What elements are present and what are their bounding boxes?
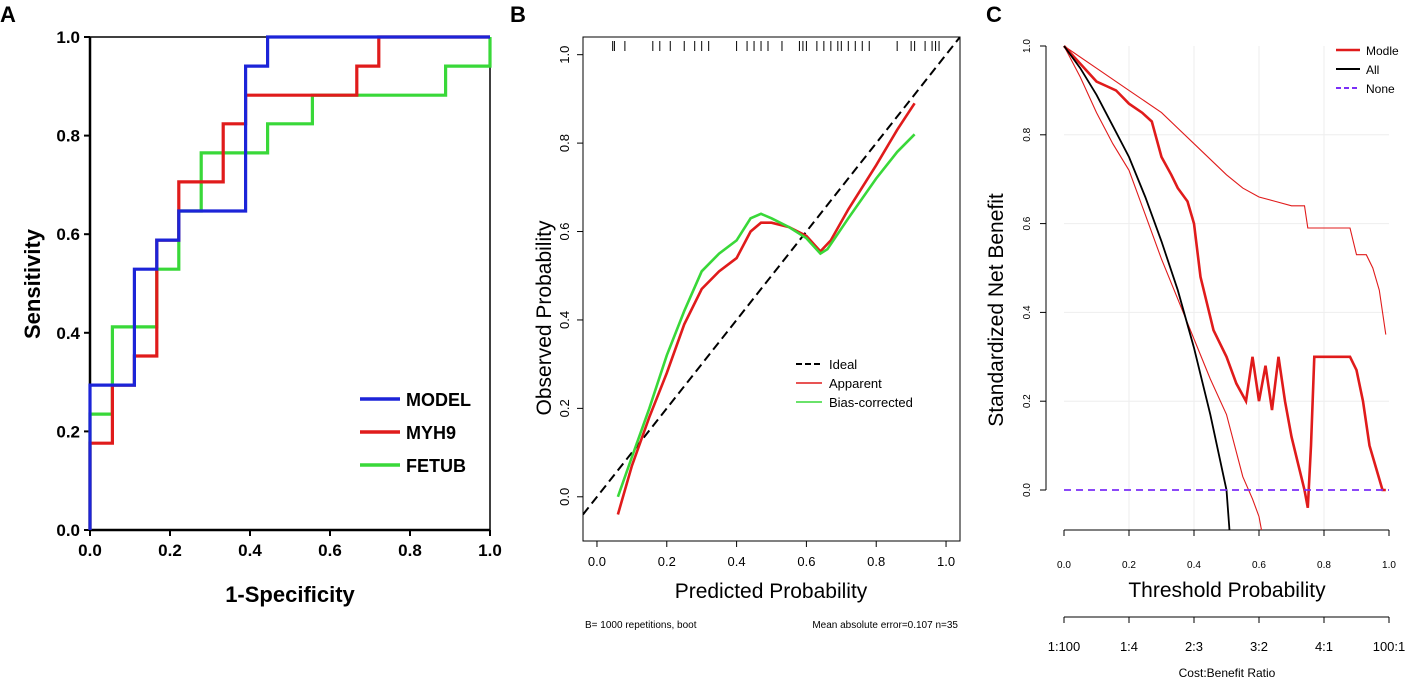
- panel-b-x-tick-label: 0.4: [728, 554, 746, 569]
- panel-b-x-tick-label: 0.0: [588, 554, 606, 569]
- panel-b-series-apparent: [616, 102, 916, 515]
- panel-a-y-tick-label: 0.8: [56, 127, 80, 146]
- panel-c-y-tick-label: 0.0: [1022, 483, 1033, 497]
- panel-label-a: A: [0, 2, 16, 27]
- panel-c-cost-benefit-tick-label: 1:100: [1048, 639, 1081, 654]
- panel-c-series-modle: [1063, 45, 1386, 509]
- panel-b-legend-label-apparent: Apparent: [829, 376, 882, 391]
- panel-c-y-tick-label: 0.6: [1022, 216, 1033, 230]
- panel-a-roc-chart: 0.0 0.2 0.4 0.6 0.8 1.0 0.0 0.2 0.4 0.6 0.8 1.0 1-S…: [20, 28, 502, 607]
- panel-b-legend-label-bias-corrected: Bias-corrected: [829, 395, 913, 410]
- panel-c-cost-benefit-tick-label: 100:1: [1373, 639, 1406, 654]
- panel-c-x-label: Threshold Probability: [1128, 579, 1326, 602]
- panel-a-x-tick-label: 0.2: [158, 541, 182, 560]
- panel-b-footnote-left: B= 1000 repetitions, boot: [585, 620, 697, 631]
- panel-b-series-ideal: [583, 37, 960, 516]
- panel-a-legend-label-model: MODEL: [406, 390, 471, 410]
- panel-c-x-tick-label: 0.0: [1057, 560, 1071, 571]
- panel-a-x-tick-label: 0.8: [398, 541, 422, 560]
- panel-c-cost-benefit-label: Cost:Benefit Ratio: [1179, 666, 1276, 680]
- panel-b-y-tick-label: 1.0: [557, 46, 572, 64]
- panel-a-x-label: 1-Specificity: [225, 582, 355, 607]
- panel-a-x-tick-label: 1.0: [478, 541, 502, 560]
- panel-b-y-label: Observed Probability: [533, 220, 556, 415]
- panel-c-x-tick-label: 1.0: [1382, 560, 1396, 571]
- panel-a-legend-label-myh9: MYH9: [406, 423, 456, 443]
- panel-c-y-tick-label: 1.0: [1022, 39, 1033, 53]
- panel-c-x-tick-label: 0.6: [1252, 560, 1266, 571]
- panel-b-y-tick-label: 0.2: [557, 399, 572, 417]
- panel-a-x-tick-label: 0.4: [238, 541, 262, 560]
- panel-a-series-fetub: [88, 37, 492, 530]
- panel-c-cost-benefit-tick-label: 2:3: [1185, 639, 1203, 654]
- panel-label-c: C: [986, 2, 1002, 27]
- panel-a-series-model: [88, 35, 490, 530]
- panel-a-y-tick-label: 1.0: [56, 28, 80, 47]
- panel-label-b: B: [510, 2, 526, 27]
- panel-b-x-tick-label: 1.0: [937, 554, 955, 569]
- panel-c-x-tick-label: 0.2: [1122, 560, 1136, 571]
- panel-b-legend-label-ideal: Ideal: [829, 357, 857, 372]
- panel-c-series-all: [1063, 45, 1231, 530]
- panel-c-y-tick-label: 0.8: [1022, 127, 1033, 141]
- panel-b-y-tick-label: 0.0: [557, 488, 572, 506]
- panel-c-x-tick-label: 0.4: [1187, 560, 1201, 571]
- panel-b-footnote-right: Mean absolute error=0.107 n=35: [812, 620, 958, 631]
- panel-c-decision-curve-chart: 0.0 0.2 0.4 0.6 0.8 1.0 0.0 0.2 0.4 0.6 0.8 1.0 Thr…: [985, 39, 1405, 680]
- panel-a-x-tick-label: 0.0: [78, 541, 102, 560]
- panel-c-legend-label-modle: Modle: [1366, 44, 1399, 58]
- panel-a-y-tick-label: 0.4: [56, 324, 80, 343]
- panel-a-legend-label-fetub: FETUB: [406, 456, 466, 476]
- panel-c-y-label: Standardized Net Benefit: [985, 193, 1008, 427]
- panel-c-legend-label-none: None: [1366, 82, 1395, 96]
- panel-b-x-tick-label: 0.8: [867, 554, 885, 569]
- panel-a-y-tick-label: 0.0: [56, 521, 80, 540]
- panel-c-y-tick-label: 0.4: [1022, 305, 1033, 319]
- panel-c-cost-benefit-tick-label: 3:2: [1250, 639, 1268, 654]
- panel-b-plot-box: [582, 36, 961, 542]
- panel-a-y-tick-label: 0.6: [56, 225, 80, 244]
- panel-b-series-bias-corrected: [616, 133, 916, 498]
- panel-b-calibration-chart: 0.0 0.2 0.4 0.6 0.8 1.0 0.0 0.2 0.4 0.6 0.8 1.0 Pre…: [533, 36, 961, 631]
- panel-b-x-label: Predicted Probability: [675, 580, 868, 603]
- panel-c-cost-benefit-tick-label: 1:4: [1120, 639, 1138, 654]
- panel-c-cost-benefit-tick-label: 4:1: [1315, 639, 1333, 654]
- panel-c-y-tick-label: 0.2: [1022, 394, 1033, 408]
- panel-c-x-tick-label: 0.8: [1317, 560, 1331, 571]
- panel-b-y-tick-label: 0.6: [557, 222, 572, 240]
- panel-c-series-modle-upper-ci: [1063, 45, 1387, 335]
- panel-a-x-tick-label: 0.6: [318, 541, 342, 560]
- panel-b-x-tick-label: 0.6: [797, 554, 815, 569]
- panel-a-y-label: Sensitivity: [20, 228, 45, 339]
- panel-b-y-tick-label: 0.4: [557, 311, 572, 329]
- panel-a-y-tick-label: 0.2: [56, 422, 80, 441]
- panel-b-x-tick-label: 0.2: [658, 554, 676, 569]
- panel-b-y-tick-label: 0.8: [557, 134, 572, 152]
- panel-c-legend-label-all: All: [1366, 63, 1379, 77]
- panel-c-series-modle-lower-ci: [1063, 45, 1263, 530]
